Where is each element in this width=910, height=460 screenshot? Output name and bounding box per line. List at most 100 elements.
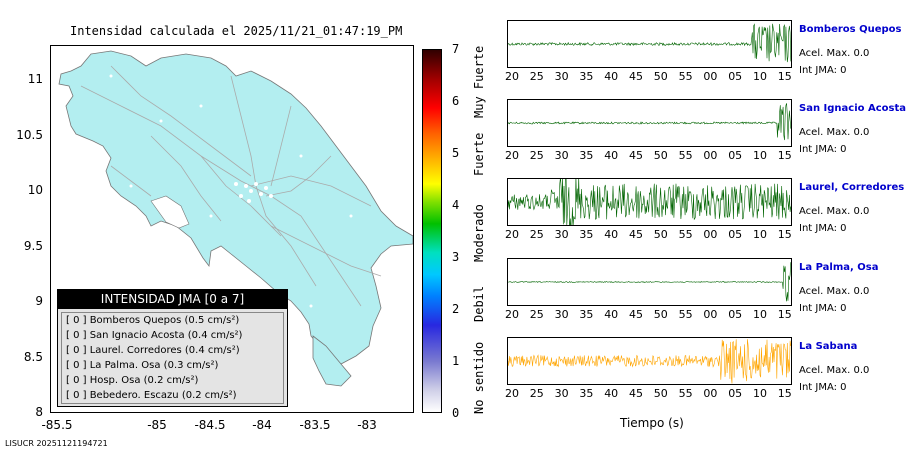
trace-waveform bbox=[508, 179, 791, 225]
station-dots bbox=[109, 74, 373, 348]
nicoya-gulf bbox=[150, 195, 190, 229]
trace-xtick: 45 bbox=[629, 308, 643, 321]
trace-xtick: 55 bbox=[678, 70, 693, 83]
map-ytick: 8 bbox=[35, 405, 43, 419]
trace-xtick: 20 bbox=[505, 228, 519, 241]
colorbar-tick: 0 bbox=[452, 406, 460, 420]
map-ytick: 8.5 bbox=[23, 350, 43, 364]
colorbar-label: Muy Fuerte bbox=[472, 45, 486, 118]
legend-row: [ 0 ] Bomberos Quepos (0.5 cm/s²) bbox=[66, 315, 240, 326]
trace-xtick: 05 bbox=[728, 228, 743, 241]
trace-xtick: 15 bbox=[777, 228, 792, 241]
trace-waveform bbox=[508, 339, 791, 384]
trace-xtick: 55 bbox=[678, 228, 693, 241]
trace-xtick: 45 bbox=[629, 149, 643, 162]
trace-xtick: 40 bbox=[604, 70, 619, 83]
trace-xtick: 05 bbox=[728, 70, 743, 83]
trace-xtick: 30 bbox=[554, 149, 569, 162]
trace-xtick: 35 bbox=[579, 387, 594, 400]
trace-waveform bbox=[508, 103, 791, 141]
colorbar-tick: 5 bbox=[452, 146, 460, 160]
colorbar-label: Debil bbox=[472, 285, 486, 322]
trace-xtick: 25 bbox=[529, 308, 544, 321]
trace-xtick: 15 bbox=[777, 70, 792, 83]
trace-line bbox=[508, 23, 791, 63]
trace-xtick: 10 bbox=[753, 308, 767, 321]
legend-row: [ 0 ] Hosp. Osa (0.2 cm/s²) bbox=[66, 375, 199, 386]
map-xtick: -85 bbox=[147, 418, 167, 432]
trace-xticks: 20 25 30 35 40 45 50 55 00 05 10 15 bbox=[505, 228, 792, 242]
trace-xtick: 10 bbox=[753, 70, 767, 83]
trace-panel bbox=[507, 337, 792, 385]
legend-row: [ 0 ] La Palma. Osa (0.3 cm/s²) bbox=[66, 360, 219, 371]
trace-xtick: 40 bbox=[604, 308, 619, 321]
legend-row: [ 0 ] San Ignacio Acosta (0.4 cm/s²) bbox=[66, 330, 243, 341]
trace-xtick: 35 bbox=[579, 70, 594, 83]
trace-xtick: 25 bbox=[529, 149, 544, 162]
trace-xtick: 25 bbox=[529, 70, 544, 83]
intensity-legend: INTENSIDAD JMA [0 a 7] [ 0 ] Bomberos Qu… bbox=[57, 289, 288, 407]
station-acel: Acel. Max. 0.0 bbox=[799, 286, 870, 297]
trace-xtick: 45 bbox=[629, 70, 643, 83]
map-title: Intensidad calculada el 2025/11/21_01:47… bbox=[70, 24, 403, 38]
colorbar-label: No sentido bbox=[472, 341, 486, 414]
map-xtick: -84 bbox=[252, 418, 272, 432]
trace-panel bbox=[507, 178, 792, 226]
trace-xtick: 40 bbox=[604, 387, 619, 400]
trace-xtick: 40 bbox=[604, 149, 619, 162]
trace-xtick: 25 bbox=[529, 228, 544, 241]
trace-xtick: 50 bbox=[653, 308, 668, 321]
trace-line bbox=[508, 103, 791, 141]
costa-rica-land bbox=[58, 50, 413, 365]
trace-xtick: 10 bbox=[753, 387, 767, 400]
map-xtick: -84.5 bbox=[194, 418, 226, 432]
station-int: Int JMA: 0 bbox=[799, 382, 847, 393]
trace-xtick: 00 bbox=[703, 387, 718, 400]
trace-waveform bbox=[508, 262, 791, 302]
station-int: Int JMA: 0 bbox=[799, 303, 847, 314]
station-name[interactable]: La Palma, Osa bbox=[799, 262, 879, 273]
map-ytick: 10.5 bbox=[16, 128, 43, 142]
station-acel: Acel. Max. 0.0 bbox=[799, 365, 870, 376]
trace-xtick: 45 bbox=[629, 228, 643, 241]
trace-line bbox=[508, 262, 791, 302]
trace-line bbox=[508, 339, 791, 384]
trace-line bbox=[508, 179, 791, 225]
station-name[interactable]: La Sabana bbox=[799, 341, 858, 352]
trace-xticks: 20 25 30 35 40 45 50 55 00 05 10 15 bbox=[505, 70, 792, 84]
trace-xtick: 35 bbox=[579, 149, 594, 162]
station-acel: Acel. Max. 0.0 bbox=[799, 48, 870, 59]
trace-xtick: 30 bbox=[554, 70, 569, 83]
trace-xtick: 50 bbox=[653, 149, 668, 162]
station-acel: Acel. Max. 0.0 bbox=[799, 127, 870, 138]
legend-header: INTENSIDAD JMA [0 a 7] bbox=[58, 290, 287, 309]
legend-row: [ 0 ] Laurel. Corredores (0.4 cm/s²) bbox=[66, 345, 240, 356]
trace-xtick: 25 bbox=[529, 387, 544, 400]
station-int: Int JMA: 0 bbox=[799, 144, 847, 155]
station-name[interactable]: Laurel, Corredores bbox=[799, 182, 905, 193]
trace-xtick: 35 bbox=[579, 308, 594, 321]
trace-xtick: 05 bbox=[728, 308, 743, 321]
trace-xtick: 55 bbox=[678, 308, 693, 321]
trace-xtick: 20 bbox=[505, 149, 519, 162]
map-svg bbox=[58, 50, 413, 387]
trace-xtick: 00 bbox=[703, 149, 718, 162]
station-int: Int JMA: 0 bbox=[799, 223, 847, 234]
trace-panel bbox=[507, 258, 792, 306]
map-xtick: -83 bbox=[357, 418, 377, 432]
trace-xtick: 20 bbox=[505, 70, 519, 83]
colorbar-label: Fuerte bbox=[472, 132, 486, 176]
trace-xticks: 20 25 30 35 40 45 50 55 00 05 10 15 bbox=[505, 308, 792, 322]
trace-xtick: 30 bbox=[554, 228, 569, 241]
colorbar-tick: 6 bbox=[452, 94, 460, 108]
map-xtick: -85.5 bbox=[41, 418, 73, 432]
station-name[interactable]: San Ignacio Acosta bbox=[799, 103, 907, 114]
legend-list: [ 0 ] Bomberos Quepos (0.5 cm/s²) [ 0 ] … bbox=[61, 312, 284, 404]
trace-xtick: 30 bbox=[554, 308, 569, 321]
trace-panel bbox=[507, 20, 792, 68]
trace-xtick: 50 bbox=[653, 228, 668, 241]
footer-id: LISUCR 20251121194721 bbox=[5, 439, 108, 448]
trace-xtick: 15 bbox=[777, 149, 792, 162]
colorbar-tick: 7 bbox=[452, 42, 460, 56]
station-name[interactable]: Bomberos Quepos bbox=[799, 24, 902, 35]
